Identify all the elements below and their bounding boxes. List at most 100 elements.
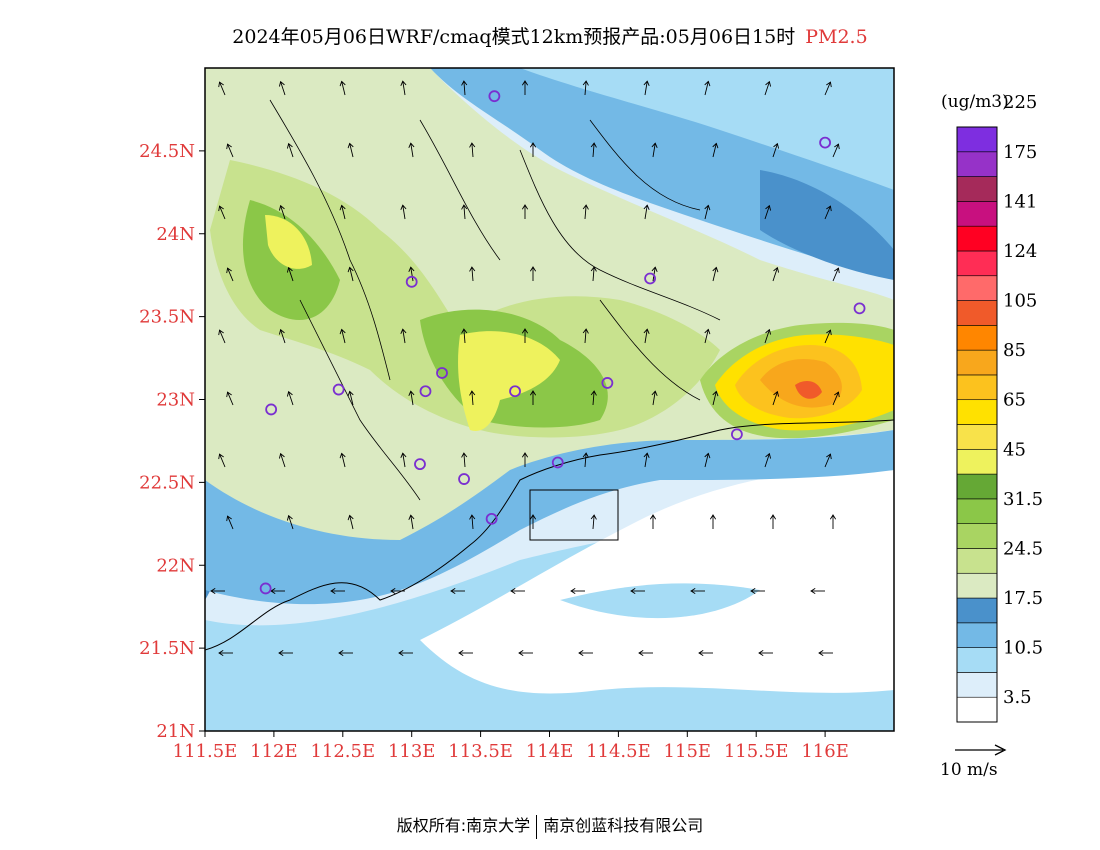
wind-arrow (521, 452, 529, 467)
wind-arrow (712, 390, 719, 406)
wind-arrow (400, 80, 407, 96)
wind-arrow (286, 142, 294, 158)
wind-arrow (226, 515, 234, 530)
colorbar-swatch (956, 696, 998, 723)
colorbar-swatch (956, 275, 998, 301)
footer-copyright: 版权所有:南京大学 (396, 816, 531, 835)
x-axis: 111.5E 112E 112.5E 113E 113.5E 114E 114.5E 115E… (173, 731, 849, 762)
colorbar-swatch (956, 151, 998, 177)
wind-arrow (690, 587, 705, 595)
y-tick-label: 24.5N (139, 141, 195, 162)
colorbar-label: 10.5 (1003, 638, 1043, 659)
colorbar-swatch (956, 597, 998, 624)
wind-arrow (469, 390, 476, 406)
x-tick-label: 115.5E (724, 741, 789, 762)
x-tick-label: 111.5E (173, 741, 238, 762)
colorbar-swatch (956, 201, 998, 227)
station-marker (819, 136, 831, 149)
wind-arrow (529, 514, 537, 529)
colorbar-swatch (956, 622, 998, 648)
station-marker (853, 302, 866, 315)
wind-arrow (408, 514, 415, 530)
colorbar-label: 141 (1003, 191, 1037, 212)
colorbar-label: 3.5 (1003, 687, 1032, 708)
colorbar-label: 175 (1003, 142, 1037, 163)
wind-arrow (529, 142, 537, 157)
wind-arrow (764, 328, 772, 344)
wind-arrow (461, 204, 468, 220)
west-yellow-patch (265, 215, 312, 269)
station-marker (731, 428, 743, 441)
wind-arrow (712, 142, 719, 158)
colorbar: 3.5 10.5 17.5 24.5 31.5 45 65 85 105 124 141 175 225 (956, 92, 1043, 723)
colorbar-swatch (956, 225, 998, 252)
station-marker (414, 458, 426, 471)
colorbar-swatch (956, 250, 998, 277)
wind-arrow (218, 81, 226, 96)
wind-arrow (643, 204, 650, 220)
colorbar-swatch (956, 672, 998, 698)
wind-arrow (400, 452, 407, 468)
y-tick-label: 23N (156, 390, 195, 411)
coastal-blue-band (205, 430, 894, 605)
colorbar-label: 124 (1003, 241, 1037, 262)
wind-arrow (638, 649, 653, 657)
wind-vectors (210, 80, 840, 657)
colorbar-label: 24.5 (1003, 538, 1043, 559)
wind-arrow (338, 649, 353, 657)
colorbar-swatch (956, 548, 998, 574)
wind-arrow (590, 266, 597, 282)
wind-arrow (521, 80, 529, 95)
wind-arrow (390, 587, 405, 595)
colorbar-label: 31.5 (1003, 489, 1043, 510)
wind-reference-label: 10 m/s (940, 760, 998, 780)
wind-arrow (278, 649, 293, 657)
station-markers (259, 90, 866, 595)
y-tick-label: 24N (156, 224, 195, 245)
x-tick-label: 112.5E (310, 741, 375, 762)
x-tick-label: 115E (664, 741, 712, 762)
wind-arrow (582, 452, 589, 468)
colorbar-swatch (956, 349, 998, 376)
colorbar-label: 65 (1003, 390, 1026, 411)
wind-arrow (408, 266, 415, 282)
wind-arrow (643, 80, 650, 96)
wind-arrow (347, 266, 354, 282)
wind-arrow (347, 514, 354, 530)
title-species: PM2.5 (805, 26, 868, 48)
wind-arrow (651, 142, 658, 158)
x-tick-label: 112E (250, 741, 298, 762)
colorbar-label: 225 (1003, 92, 1037, 113)
wind-arrow (712, 266, 719, 282)
station-marker (644, 272, 656, 285)
wind-arrow (649, 514, 657, 529)
station-marker (458, 473, 470, 485)
wind-arrow (339, 80, 346, 96)
sea-blue-patch (560, 583, 760, 619)
wind-arrow (582, 204, 589, 220)
wind-arrow (278, 452, 286, 468)
y-tick-label: 21N (156, 721, 195, 742)
wind-arrow (218, 205, 226, 220)
station-marker (405, 275, 418, 288)
footer-separator (536, 814, 538, 839)
x-tick-label: 113E (388, 741, 436, 762)
colorbar-swatch (956, 374, 998, 401)
wind-arrow (408, 142, 415, 158)
wind-arrow (226, 267, 234, 282)
wind-arrow (347, 142, 354, 158)
station-marker (485, 512, 498, 525)
wind-arrow (461, 80, 468, 96)
wind-arrow (578, 649, 593, 657)
station-marker (436, 367, 448, 379)
wind-arrow (529, 266, 537, 281)
wind-arrow (570, 587, 585, 595)
wind-arrow (824, 453, 832, 468)
wind-arrow (286, 390, 294, 406)
station-marker (551, 456, 564, 469)
wind-arrow (458, 649, 473, 657)
colorbar-frame (956, 126, 998, 723)
wind-arrow (772, 266, 780, 282)
wind-arrow (824, 81, 832, 96)
title-main: 2024年05月06日WRF/cmaq模式12km预报产品:05月06日15时 (232, 26, 796, 48)
